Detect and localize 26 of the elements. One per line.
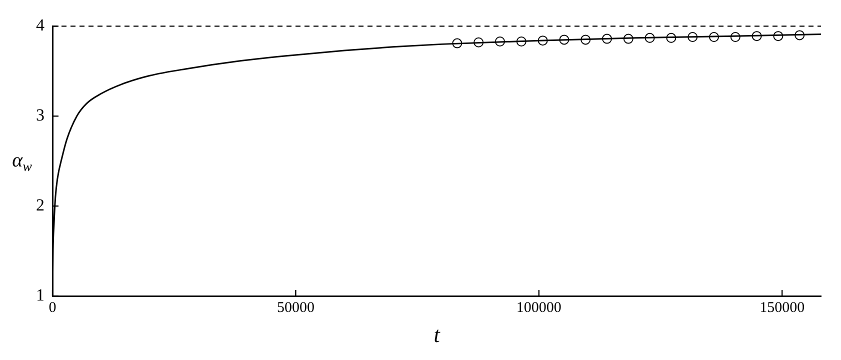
point [623, 34, 634, 44]
point [773, 31, 784, 42]
y-tick-label: 1 [36, 285, 44, 304]
x-axis-title: t [434, 322, 441, 347]
point [644, 32, 655, 43]
x-tick-label: 150000 [760, 300, 805, 316]
x-tick-label: 100000 [516, 300, 562, 316]
point [730, 32, 740, 42]
point [688, 32, 698, 42]
point [516, 36, 526, 46]
x-tick-label: 0 [48, 300, 56, 316]
y-tick-label: 3 [36, 106, 44, 125]
point [794, 30, 805, 40]
y-tick-label: 2 [36, 196, 44, 215]
point [580, 34, 591, 45]
point [602, 34, 612, 44]
y-tick-label: 4 [36, 16, 45, 35]
point [452, 38, 462, 48]
point [494, 36, 505, 46]
x-tick-label: 50000 [276, 300, 314, 316]
point [666, 32, 676, 43]
point [752, 31, 762, 42]
point [538, 36, 548, 46]
point [559, 34, 570, 45]
point [708, 32, 719, 42]
point [474, 37, 484, 48]
